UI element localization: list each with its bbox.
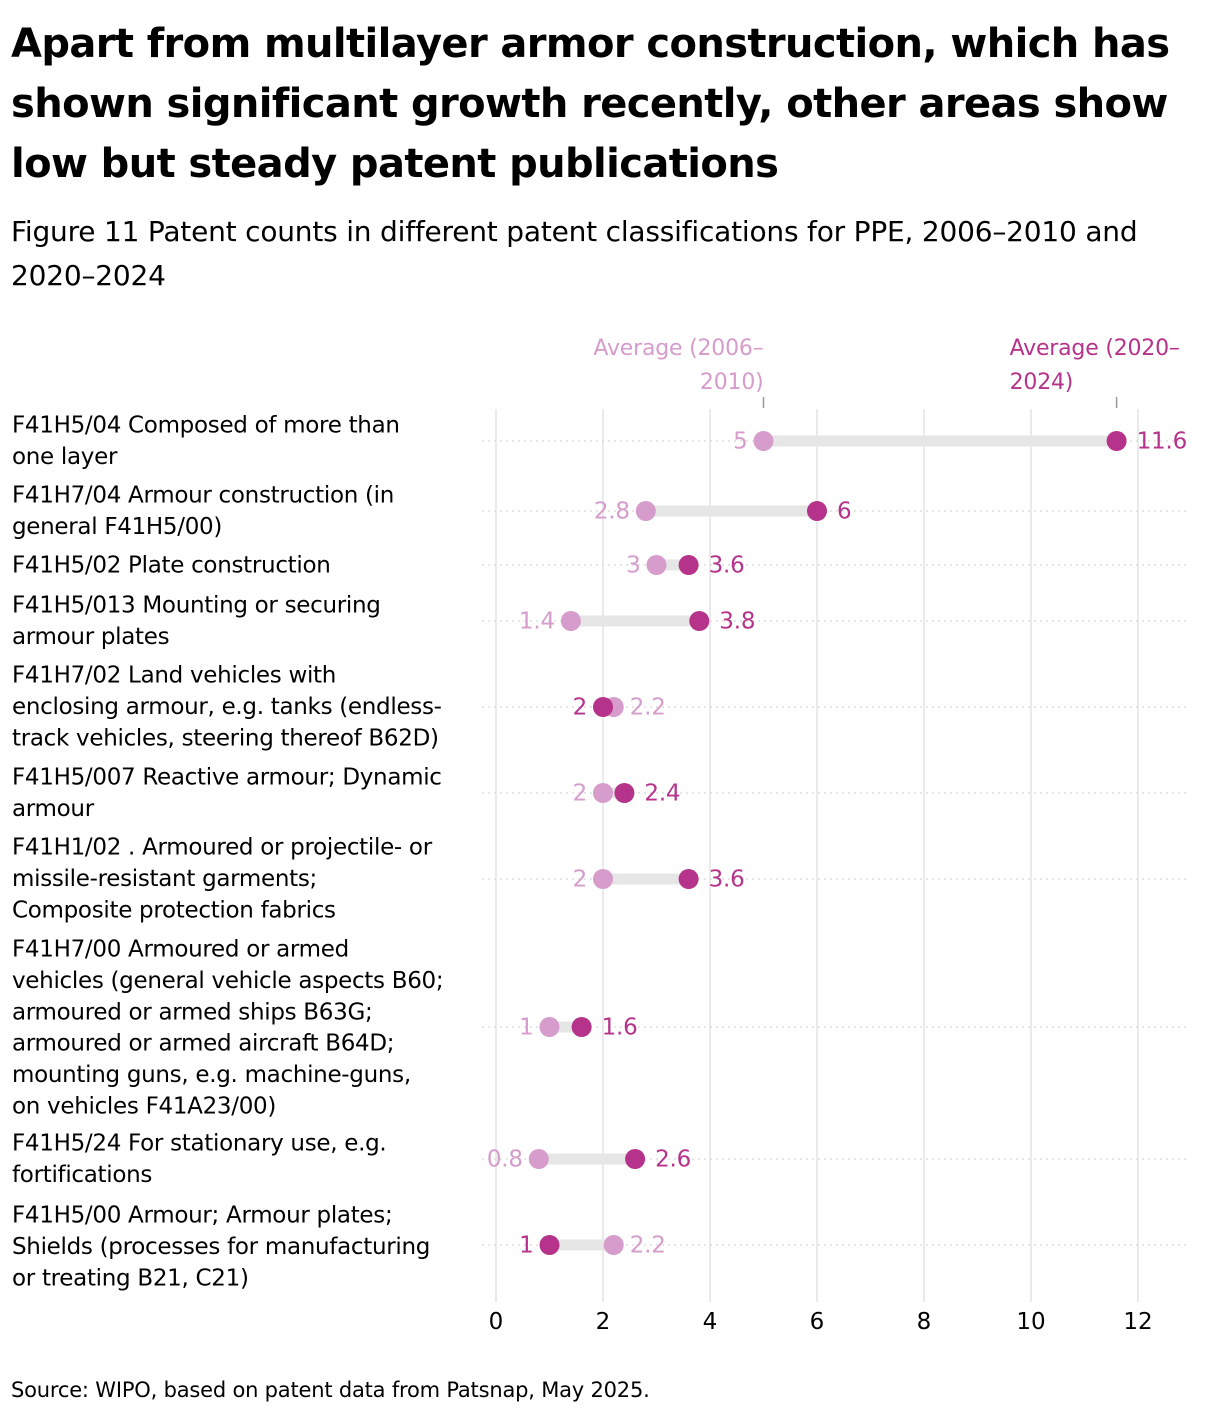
value-label-2020-2024: 2.6	[655, 1147, 691, 1173]
average-annotations: Average (2006– 2010) Average (2020– 2024)	[593, 336, 1180, 408]
value-label-2006-2010: 2.2	[630, 1233, 666, 1259]
average-label: Average (2006– 2010)	[593, 336, 763, 395]
value-label-2020-2024: 2	[573, 695, 587, 721]
dot-2006-2010	[603, 1235, 624, 1255]
dot-2020-2024	[678, 555, 699, 575]
value-label-2006-2010: 1.4	[519, 609, 555, 635]
value-label-2006-2010: 2	[573, 867, 587, 893]
category-label: F41H7/04 Armour construction (in general …	[12, 483, 394, 540]
dot-2020-2024	[593, 697, 613, 717]
x-axis: 0 2 4 6 8 10 12	[489, 1309, 1153, 1335]
dot-2006-2010	[635, 501, 656, 521]
value-label-2020-2024: 3.8	[719, 609, 755, 635]
category-row: F41H5/02 Plate construction 3 3.6	[12, 553, 1188, 579]
value-label-2006-2010: 2.8	[594, 499, 630, 525]
category-label: F41H5/00 Armour; Armour plates; Shields (…	[12, 1203, 430, 1292]
x-tick-label: 4	[703, 1309, 718, 1335]
chart-subtitle: Figure 11 Patent counts in different pat…	[11, 215, 1138, 292]
chart-title: Apart from multilayer armor construction…	[11, 21, 1170, 187]
dot-2006-2010	[539, 1017, 560, 1037]
category-row: F41H5/007 Reactive armour; Dynamic armour…	[12, 765, 1188, 822]
category-label: F41H7/00 Armoured or armed vehicles (gene…	[12, 937, 443, 1120]
category-row: F41H5/00 Armour; Armour plates; Shields (…	[12, 1203, 1188, 1292]
dot-2020-2024	[1106, 431, 1127, 451]
dot-2020-2024	[625, 1149, 646, 1169]
dot-2020-2024	[678, 869, 699, 889]
value-label-2020-2024: 3.6	[709, 867, 745, 893]
dot-2006-2010	[528, 1149, 549, 1169]
category-label: F41H5/04 Composed of more than one layer	[12, 413, 400, 470]
dot-2020-2024	[689, 611, 710, 631]
category-row: F41H7/04 Armour construction (in general …	[12, 483, 1188, 540]
category-row: F41H5/013 Mounting or securing armour pla…	[12, 593, 1188, 650]
dot-2006-2010	[646, 555, 667, 575]
category-label: F41H5/007 Reactive armour; Dynamic armour	[12, 765, 442, 822]
category-row: F41H7/02 Land vehicles with enclosing arm…	[12, 663, 1188, 752]
value-label-2020-2024: 11.6	[1137, 429, 1187, 455]
dot-2006-2010	[593, 869, 613, 889]
dot-2020-2024	[807, 501, 827, 521]
category-row: F41H5/24 For stationary use, e.g. fortifi…	[12, 1131, 1188, 1188]
value-label-2006-2010: 0.8	[487, 1147, 523, 1173]
category-label: F41H7/02 Land vehicles with enclosing arm…	[12, 663, 442, 752]
value-label-2020-2024: 3.6	[709, 553, 745, 579]
category-label: F41H5/24 For stationary use, e.g. fortifi…	[12, 1131, 386, 1188]
value-label-2020-2024: 6	[837, 499, 851, 525]
value-label-2006-2010: 2	[573, 781, 587, 807]
value-label-2006-2010: 2.2	[630, 695, 666, 721]
average-label: Average (2020– 2024)	[1010, 336, 1180, 395]
category-row: F41H5/04 Composed of more than one layer 5…	[12, 413, 1188, 470]
value-label-2006-2010: 5	[733, 429, 747, 455]
dot-2006-2010	[753, 431, 774, 451]
x-grid	[495, 409, 1139, 1302]
dot-2020-2024	[539, 1235, 560, 1255]
x-tick-label: 6	[810, 1309, 825, 1335]
dot-2006-2010	[593, 783, 613, 803]
category-label: F41H5/02 Plate construction	[12, 553, 331, 579]
x-tick-label: 8	[917, 1309, 932, 1335]
category-label: F41H1/02 . Armoured or projectile- or mis…	[12, 835, 433, 924]
category-row: F41H1/02 . Armoured or projectile- or mis…	[12, 835, 1188, 924]
category-row: F41H7/00 Armoured or armed vehicles (gene…	[12, 937, 1188, 1120]
x-tick-label: 2	[596, 1309, 611, 1335]
dot-2006-2010	[560, 611, 581, 631]
dot-2020-2024	[571, 1017, 592, 1037]
dot-2020-2024	[614, 783, 635, 803]
value-label-2020-2024: 1	[519, 1233, 533, 1259]
x-tick-label: 12	[1123, 1309, 1152, 1335]
category-label: F41H5/013 Mounting or securing armour pla…	[12, 593, 381, 650]
source-note: Source: WIPO, based on patent data from …	[11, 1378, 650, 1402]
value-label-2020-2024: 2.4	[644, 781, 680, 807]
x-tick-label: 10	[1016, 1309, 1045, 1335]
value-label-2006-2010: 1	[519, 1015, 533, 1041]
x-tick-label: 0	[489, 1309, 504, 1335]
value-label-2020-2024: 1.6	[602, 1015, 638, 1041]
value-label-2006-2010: 3	[626, 553, 640, 579]
